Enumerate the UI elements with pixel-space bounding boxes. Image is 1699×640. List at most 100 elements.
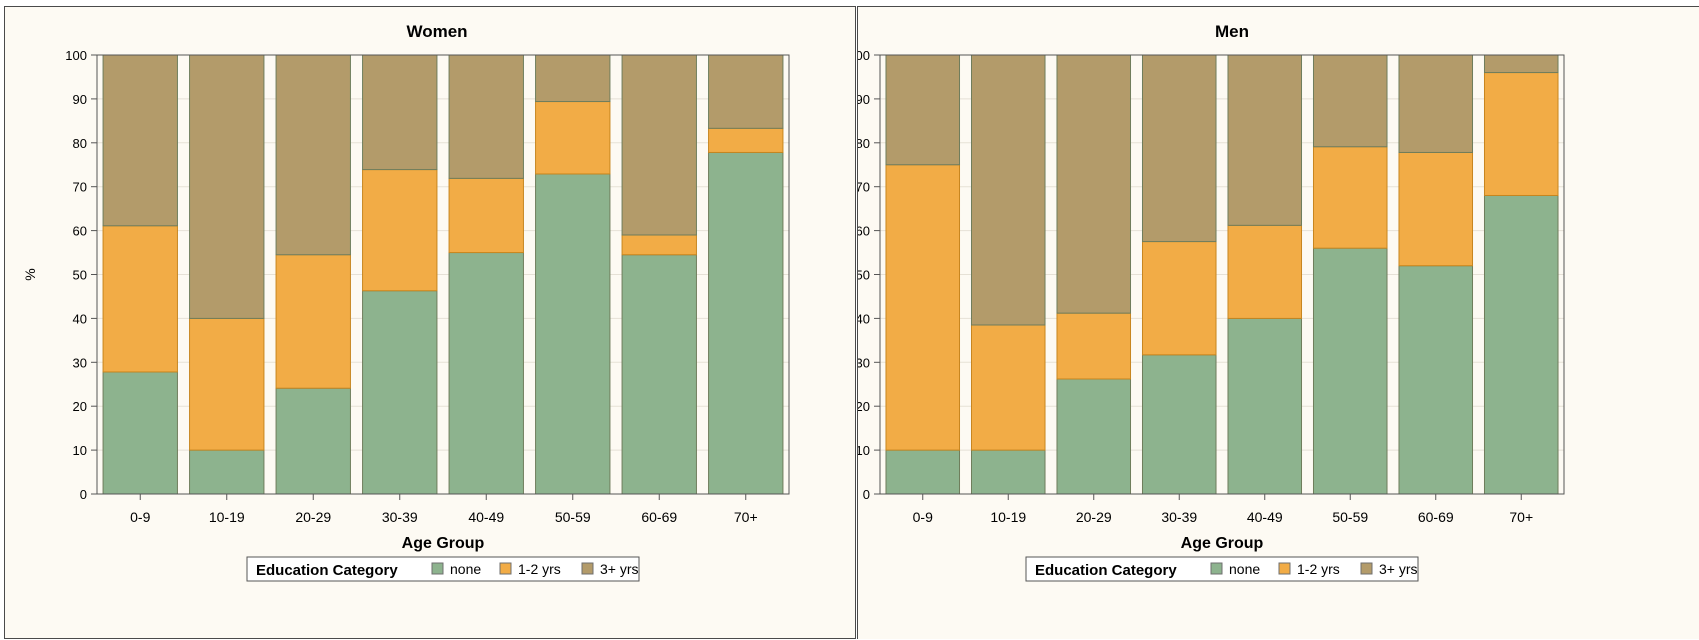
bar-segment-3-yrs bbox=[1398, 54, 1474, 153]
y-tick-label: 90 bbox=[73, 92, 87, 107]
bar-segment-none bbox=[535, 173, 611, 495]
bar-segment-1-2-yrs bbox=[1483, 72, 1559, 196]
y-tick-label: 10 bbox=[858, 443, 870, 458]
legend: Education Category none 1-2 yrs 3+ yrs bbox=[1025, 556, 1419, 582]
bar-segment-none bbox=[1141, 354, 1217, 495]
x-tick-label: 30-39 bbox=[1161, 509, 1197, 525]
legend-swatch bbox=[581, 562, 594, 575]
bar-segment-3-yrs bbox=[448, 54, 524, 179]
bar-segment-1-2-yrs bbox=[535, 101, 611, 175]
legend-swatch bbox=[431, 562, 444, 575]
x-tick-label: 40-49 bbox=[1247, 509, 1283, 525]
bar-segment-3-yrs bbox=[885, 54, 961, 166]
legend-swatch bbox=[1278, 562, 1291, 575]
bar-segment-3-yrs bbox=[621, 54, 697, 236]
bar-segment-none bbox=[1398, 265, 1474, 495]
chart-panel-women: Women 0 10 20 30 40 50 60 70 80 90 100 0-9 10-19 20-29… bbox=[4, 6, 856, 639]
legend: Education Category none 1-2 yrs 3+ yrs bbox=[246, 556, 640, 582]
y-tick-label: 20 bbox=[73, 399, 87, 414]
x-axis-label: Age Group bbox=[402, 535, 485, 552]
legend-label: 3+ yrs bbox=[1379, 561, 1418, 577]
legend-label: 1-2 yrs bbox=[1297, 561, 1340, 577]
chart-title: Men bbox=[1215, 22, 1249, 41]
legend-label: none bbox=[450, 561, 481, 577]
y-tick-label: 50 bbox=[73, 268, 87, 283]
bar-segment-none bbox=[621, 254, 697, 495]
y-tick-label: 90 bbox=[858, 92, 870, 107]
bar-segment-1-2-yrs bbox=[102, 225, 178, 373]
bar-segment-3-yrs bbox=[1312, 54, 1388, 148]
chart-title: Women bbox=[406, 22, 467, 41]
y-tick-label: 50 bbox=[858, 268, 870, 283]
x-axis-label: Age Group bbox=[1181, 535, 1264, 552]
bar-segment-none bbox=[1056, 378, 1132, 495]
x-tick-label: 70+ bbox=[734, 509, 758, 525]
x-tick-label: 60-69 bbox=[1418, 509, 1454, 525]
bar-segment-1-2-yrs bbox=[1398, 151, 1474, 267]
bar-segment-3-yrs bbox=[189, 54, 265, 319]
plot-frame bbox=[879, 54, 1565, 495]
x-tick-label: 0-9 bbox=[913, 509, 933, 525]
bar-segment-none bbox=[102, 371, 178, 495]
bar-segment-1-2-yrs bbox=[189, 317, 265, 451]
bar-segment-none bbox=[885, 449, 961, 495]
bar-segment-3-yrs bbox=[1227, 54, 1303, 226]
y-tick-label: 0 bbox=[863, 487, 870, 502]
x-tick-label: 20-29 bbox=[1076, 509, 1112, 525]
bar-segment-3-yrs bbox=[535, 54, 611, 103]
y-tick-label: 100 bbox=[858, 48, 870, 63]
y-tick-label: 30 bbox=[858, 355, 870, 370]
y-axis-label: % bbox=[22, 268, 38, 280]
bar-segment-1-2-yrs bbox=[1312, 146, 1388, 249]
bar-segment-none bbox=[275, 387, 351, 495]
y-tick-label: 70 bbox=[858, 180, 870, 195]
plot-frame bbox=[96, 54, 790, 495]
bar-segment-none bbox=[448, 252, 524, 495]
x-tick-label: 10-19 bbox=[990, 509, 1026, 525]
y-tick-label: 60 bbox=[73, 224, 87, 239]
legend-swatch bbox=[1360, 562, 1373, 575]
y-tick-label: 80 bbox=[73, 136, 87, 151]
legend-swatch bbox=[499, 562, 512, 575]
bar-segment-none bbox=[362, 290, 438, 495]
bar-segment-1-2-yrs bbox=[362, 169, 438, 292]
y-tick-label: 10 bbox=[73, 443, 87, 458]
bar-segment-3-yrs bbox=[1056, 54, 1132, 314]
bar-segment-none bbox=[708, 151, 784, 495]
bar-segment-3-yrs bbox=[275, 54, 351, 256]
bar-segment-1-2-yrs bbox=[1056, 312, 1132, 380]
chart-panel-men: Men 0 10 20 30 40 50 60 70 80 90 100 0-9 10-19 20-29 30… bbox=[857, 6, 1699, 639]
x-tick-label: 0-9 bbox=[130, 509, 150, 525]
x-tick-label: 30-39 bbox=[382, 509, 418, 525]
x-tick-label: 60-69 bbox=[641, 509, 677, 525]
y-tick-label: 40 bbox=[73, 311, 87, 326]
bar-segment-3-yrs bbox=[970, 54, 1046, 326]
bar-segment-3-yrs bbox=[102, 54, 178, 227]
bar-segment-3-yrs bbox=[1483, 54, 1559, 74]
bar-segment-3-yrs bbox=[362, 54, 438, 171]
x-tick-label: 50-59 bbox=[555, 509, 591, 525]
y-tick-label: 0 bbox=[80, 487, 87, 502]
bar-segment-1-2-yrs bbox=[1227, 224, 1303, 319]
bar-segment-3-yrs bbox=[1141, 54, 1217, 243]
y-tick-label: 40 bbox=[858, 311, 870, 326]
x-tick-label: 50-59 bbox=[1332, 509, 1368, 525]
y-tick-label: 70 bbox=[73, 180, 87, 195]
bar-segment-none bbox=[1227, 317, 1303, 495]
bar-segment-none bbox=[189, 449, 265, 495]
y-tick-label: 100 bbox=[65, 48, 87, 63]
y-tick-label: 60 bbox=[858, 224, 870, 239]
bar-segment-3-yrs bbox=[708, 54, 784, 129]
bar-segment-1-2-yrs bbox=[1141, 241, 1217, 356]
bar-segment-1-2-yrs bbox=[970, 324, 1046, 451]
women-chart-svg: Women 0 10 20 30 40 50 60 70 80 90 100 0-9 10-19 20-29… bbox=[22, 22, 790, 582]
bar-segment-1-2-yrs bbox=[708, 127, 784, 153]
legend-title: Education Category bbox=[256, 562, 398, 579]
y-tick-label: 30 bbox=[73, 355, 87, 370]
bar-segment-1-2-yrs bbox=[275, 254, 351, 389]
legend-label: 3+ yrs bbox=[600, 561, 639, 577]
men-chart-svg: Men 0 10 20 30 40 50 60 70 80 90 100 0-9 10-19 20-29 30… bbox=[858, 22, 1565, 582]
x-tick-label: 70+ bbox=[1509, 509, 1533, 525]
y-tick-label: 20 bbox=[858, 399, 870, 414]
